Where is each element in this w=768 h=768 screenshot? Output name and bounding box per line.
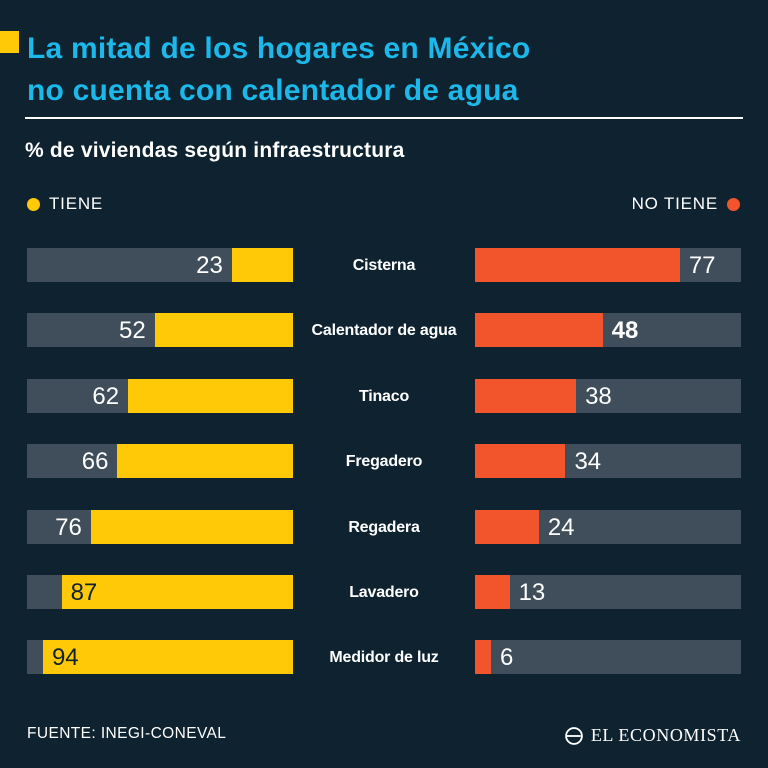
tiene-bar: 23 (27, 248, 293, 282)
title-line-2: no cuenta con calentador de agua (27, 74, 519, 107)
divider (25, 117, 743, 119)
tiene-fill (61, 574, 293, 609)
tiene-bar: 66 (27, 444, 293, 479)
chart-subtitle: % de viviendas según infraestructura (25, 139, 405, 162)
tiene-fill (128, 378, 293, 413)
tiene-value: 62 (92, 382, 120, 410)
tiene-value: 66 (81, 448, 109, 476)
no-tiene-value: 38 (585, 382, 612, 410)
tiene-bar: 52 (27, 313, 293, 348)
no-tiene-fill (475, 640, 491, 675)
category-label: Fregadero (345, 453, 423, 471)
source-note: FUENTE: INEGI-CONEVAL (27, 725, 227, 742)
accent-square (0, 31, 19, 53)
category-label: Cisterna (352, 257, 416, 274)
tiene-value: 87 (70, 578, 98, 606)
no-tiene-bar: 34 (475, 444, 741, 479)
no-tiene-fill (475, 509, 539, 544)
no-tiene-fill (475, 574, 510, 609)
category-label: Calentador de agua (311, 322, 457, 340)
bar-row: 87 Lavadero 13 (27, 574, 741, 609)
legend-no-tiene: NO TIENE (632, 194, 740, 214)
tiene-fill (90, 509, 293, 544)
tiene-value: 23 (196, 252, 223, 279)
legend-tiene: TIENE (27, 194, 103, 214)
no-tiene-value: 13 (518, 578, 546, 606)
no-tiene-fill (475, 313, 603, 348)
tiene-value: 94 (51, 644, 79, 672)
legend-tiene-label: TIENE (49, 194, 104, 213)
page-title: La mitad de los hogares en México no cue… (27, 28, 530, 112)
no-tiene-fill (475, 248, 680, 282)
tiene-bar: 62 (27, 378, 293, 413)
tiene-fill (42, 640, 293, 675)
no-tiene-value: 6 (499, 644, 514, 672)
bar-row: 52 Calentador de agua 48 (27, 313, 741, 348)
no-tiene-value: 77 (688, 252, 716, 279)
tiene-bar: 94 (27, 640, 293, 675)
tiene-bar: 76 (27, 509, 293, 544)
category-label: Regadera (348, 518, 420, 536)
category-label: Tinaco (358, 387, 410, 405)
no-tiene-bar: 13 (475, 574, 741, 609)
no-tiene-bar: 38 (475, 378, 741, 413)
legend: TIENE NO TIENE (27, 194, 740, 214)
tiene-value: 52 (118, 317, 146, 345)
title-line-1: La mitad de los hogares en México (27, 32, 531, 65)
category-label: Medidor de luz (329, 649, 439, 667)
chart: 23 Cisterna 77 52 Calentador de agua 48 62 Tina… (27, 248, 741, 675)
no-tiene-value: 24 (547, 513, 575, 541)
no-tiene-fill (475, 444, 566, 479)
no-tiene-value: 34 (574, 448, 602, 476)
tiene-fill (154, 313, 293, 348)
no-tiene-bar: 24 (475, 509, 741, 544)
no-tiene-bar: 6 (475, 640, 741, 675)
bar-row: 62 Tinaco 38 (27, 378, 741, 413)
bar-row: 94 Medidor de luz 6 (27, 640, 741, 675)
brand: EL ECONOMISTA (564, 725, 741, 746)
tiene-bar: 87 (27, 574, 293, 609)
tiene-dot-icon (27, 197, 40, 211)
no-tiene-bar: 77 (475, 248, 741, 282)
category-label: Lavadero (349, 583, 419, 601)
no-tiene-bar: 48 (475, 313, 741, 348)
bar-row: 23 Cisterna 77 (27, 248, 741, 282)
no-tiene-value: 48 (611, 317, 639, 345)
tiene-fill (231, 248, 293, 282)
bar-row: 76 Regadera 24 (27, 509, 741, 544)
no-tiene-dot-icon (727, 197, 740, 211)
legend-no-tiene-label: NO TIENE (631, 194, 718, 213)
bar-row: 66 Fregadero 34 (27, 444, 741, 479)
tiene-fill (117, 444, 293, 479)
brand-name: EL ECONOMISTA (590, 725, 741, 745)
brand-logo-icon (564, 726, 583, 745)
no-tiene-fill (475, 378, 577, 413)
tiene-value: 76 (55, 513, 82, 541)
